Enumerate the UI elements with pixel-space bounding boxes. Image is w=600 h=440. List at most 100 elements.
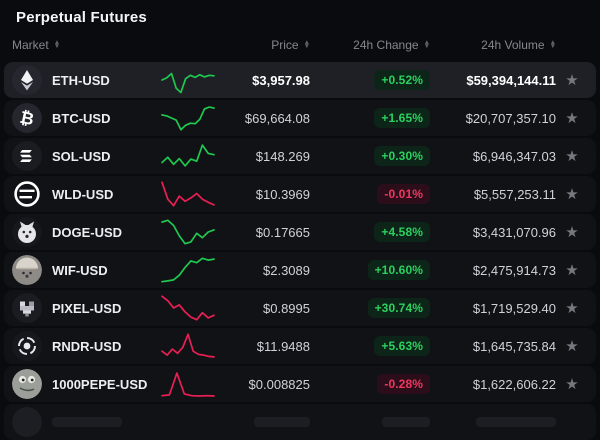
market-row[interactable]: ₿ BTC-USD $69,664.08 +1.65% $20,707,357.… [4,100,596,136]
price-cell: $11.9488 [256,338,310,354]
sparkline-chart [160,369,224,399]
market-symbol: WLD-USD [52,186,114,202]
favorite-star-icon[interactable]: ★ [565,71,579,89]
volume-cell: $1,622,606.22 [472,376,556,392]
eth-icon [12,65,42,95]
market-row[interactable]: RNDR-USD $11.9488 +5.63% $1,645,735.84 ★ [4,328,596,364]
market-row[interactable]: DOGE-USD $0.17665 +4.58% $3,431,070.96 ★ [4,214,596,250]
sparkline-chart [160,255,224,285]
partial-next-row[interactable] [4,404,596,440]
change-cell: -0.01% [310,184,430,204]
pepe-icon [12,369,42,399]
change-badge: +0.52% [374,70,430,90]
change-cell: +1.65% [310,108,430,128]
doge-icon [12,217,42,247]
favorite-star-icon[interactable]: ★ [565,299,579,317]
volume-cell: $1,719,529.40 [472,300,556,316]
market-row[interactable]: 1000PEPE-USD $0.008825 -0.28% $1,622,606… [4,366,596,402]
table-header: Market ▲ ▼ Price ▲ ▼ 24h Change ▲ ▼ 24h Vol… [4,35,596,55]
market-symbol: BTC-USD [52,110,111,126]
column-label-market: Market [12,38,49,52]
favorite-star-icon[interactable]: ★ [565,375,579,393]
wif-icon [12,255,42,285]
change-badge: -0.01% [377,184,430,204]
change-cell: -0.28% [310,374,430,394]
market-symbol: 1000PEPE-USD [52,376,148,392]
market-symbol: DOGE-USD [52,224,123,240]
sort-icon[interactable]: ▲ ▼ [303,38,310,50]
volume-cell: $2,475,914.73 [472,262,556,278]
volume-cell: $1,645,735.84 [472,338,556,354]
market-rows: ETH-USD $3,957.98 +0.52% $59,394,144.11 … [4,62,596,440]
sort-icon[interactable]: ▲ ▼ [423,38,430,50]
pixel-icon [12,293,42,323]
volume-cell: $5,557,253.11 [473,186,556,202]
price-cell: $0.17665 [255,224,310,240]
market-symbol: RNDR-USD [52,338,122,354]
change-badge: +10.60% [367,260,430,280]
page-title: Perpetual Futures [16,9,147,26]
svg-text:₿: ₿ [18,108,36,130]
volume-cell: $3,431,070.96 [472,224,556,240]
sparkline-chart [160,217,224,247]
column-label-24h-volume: 24h Volume [481,38,545,52]
market-row[interactable]: WLD-USD $10.3969 -0.01% $5,557,253.11 ★ [4,176,596,212]
change-badge: +0.30% [374,146,430,166]
market-symbol: WIF-USD [52,262,108,278]
market-row[interactable]: WIF-USD $2.3089 +10.60% $2,475,914.73 ★ [4,252,596,288]
change-cell: +5.63% [310,336,430,356]
change-cell: +30.74% [310,298,430,318]
sol-icon [12,141,42,171]
market-symbol: SOL-USD [52,148,111,164]
favorite-star-icon[interactable]: ★ [565,223,579,241]
market-row[interactable]: ETH-USD $3,957.98 +0.52% $59,394,144.11 … [4,62,596,98]
favorite-star-icon[interactable]: ★ [565,185,579,203]
change-cell: +4.58% [310,222,430,242]
change-cell: +0.52% [310,70,430,90]
favorite-star-icon[interactable]: ★ [565,261,579,279]
sort-icon[interactable]: ▲ ▼ [53,38,61,50]
column-label-price: Price [271,38,299,52]
sparkline-chart [160,293,224,323]
volume-cell: $20,707,357.10 [465,110,556,126]
price-cell: $148.269 [255,148,310,164]
wld-icon [12,179,42,209]
market-symbol: ETH-USD [52,72,110,88]
sort-icon[interactable]: ▲ ▼ [549,38,556,50]
column-header-24h-change[interactable]: 24h Change ▲ ▼ [310,38,430,52]
price-cell: $2.3089 [263,262,310,278]
sparkline-chart [160,331,224,361]
change-cell: +10.60% [310,260,430,280]
sparkline-chart [160,103,224,133]
volume-cell: $6,946,347.03 [472,148,556,164]
price-cell: $3,957.98 [252,72,310,88]
market-row[interactable]: SOL-USD $148.269 +0.30% $6,946,347.03 ★ [4,138,596,174]
sparkline-chart [160,65,224,95]
column-header-market[interactable]: Market ▲ ▼ [12,38,160,52]
favorite-star-icon[interactable]: ★ [565,147,579,165]
change-cell: +0.30% [310,146,430,166]
column-header-price[interactable]: Price ▲ ▼ [224,38,310,52]
price-cell: $69,664.08 [244,110,310,126]
coin-icon [12,407,42,437]
change-badge: +30.74% [367,298,430,318]
price-cell: $0.8995 [263,300,310,316]
sparkline-chart [160,179,224,209]
change-badge: +4.58% [374,222,430,242]
column-label-24h-change: 24h Change [353,38,419,52]
change-badge: +5.63% [374,336,430,356]
price-cell: $0.008825 [248,376,310,392]
btc-icon: ₿ [12,103,42,133]
market-symbol: PIXEL-USD [52,300,122,316]
market-row[interactable]: PIXEL-USD $0.8995 +30.74% $1,719,529.40 … [4,290,596,326]
rndr-icon [12,331,42,361]
favorite-star-icon[interactable]: ★ [565,109,579,127]
favorite-star-icon[interactable]: ★ [565,337,579,355]
column-header-24h-volume[interactable]: 24h Volume ▲ ▼ [430,38,556,52]
price-cell: $10.3969 [255,186,310,202]
change-badge: -0.28% [377,374,430,394]
sparkline-chart [160,141,224,171]
change-badge: +1.65% [374,108,430,128]
volume-cell: $59,394,144.11 [466,72,556,88]
